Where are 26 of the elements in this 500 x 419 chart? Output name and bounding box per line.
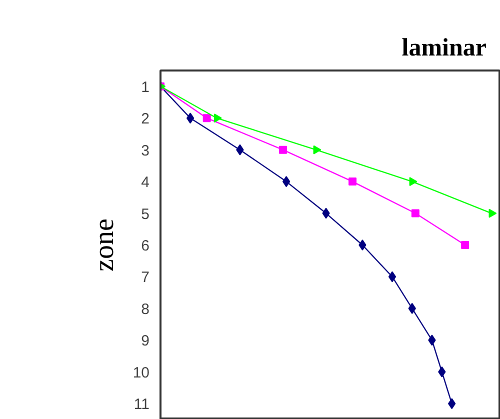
y-tick-label: 4	[141, 174, 150, 192]
y-tick-label: 9	[141, 332, 150, 350]
point	[282, 176, 290, 188]
y-tick-label: 11	[134, 396, 150, 414]
y-tick-label: 3	[141, 142, 150, 160]
point	[214, 114, 222, 123]
point	[358, 240, 366, 250]
y-tick-label: 10	[132, 364, 150, 382]
chart-title: laminar	[402, 34, 486, 62]
y-axis-title: zone	[88, 218, 120, 272]
point	[488, 208, 497, 218]
point	[313, 145, 322, 154]
point	[186, 112, 194, 124]
y-tick-label: 6	[141, 238, 150, 254]
point	[202, 114, 211, 122]
point	[409, 177, 418, 186]
y-tick-label: 8	[141, 300, 150, 318]
point	[388, 271, 396, 282]
y-tick-label: 1	[141, 78, 150, 96]
point	[411, 209, 420, 218]
y-tick-label: 5	[141, 206, 150, 223]
y-tick-label: 7	[141, 269, 150, 286]
point	[278, 146, 287, 154]
point	[461, 241, 470, 249]
y-tick-label: 2	[141, 110, 150, 128]
point	[348, 178, 357, 186]
